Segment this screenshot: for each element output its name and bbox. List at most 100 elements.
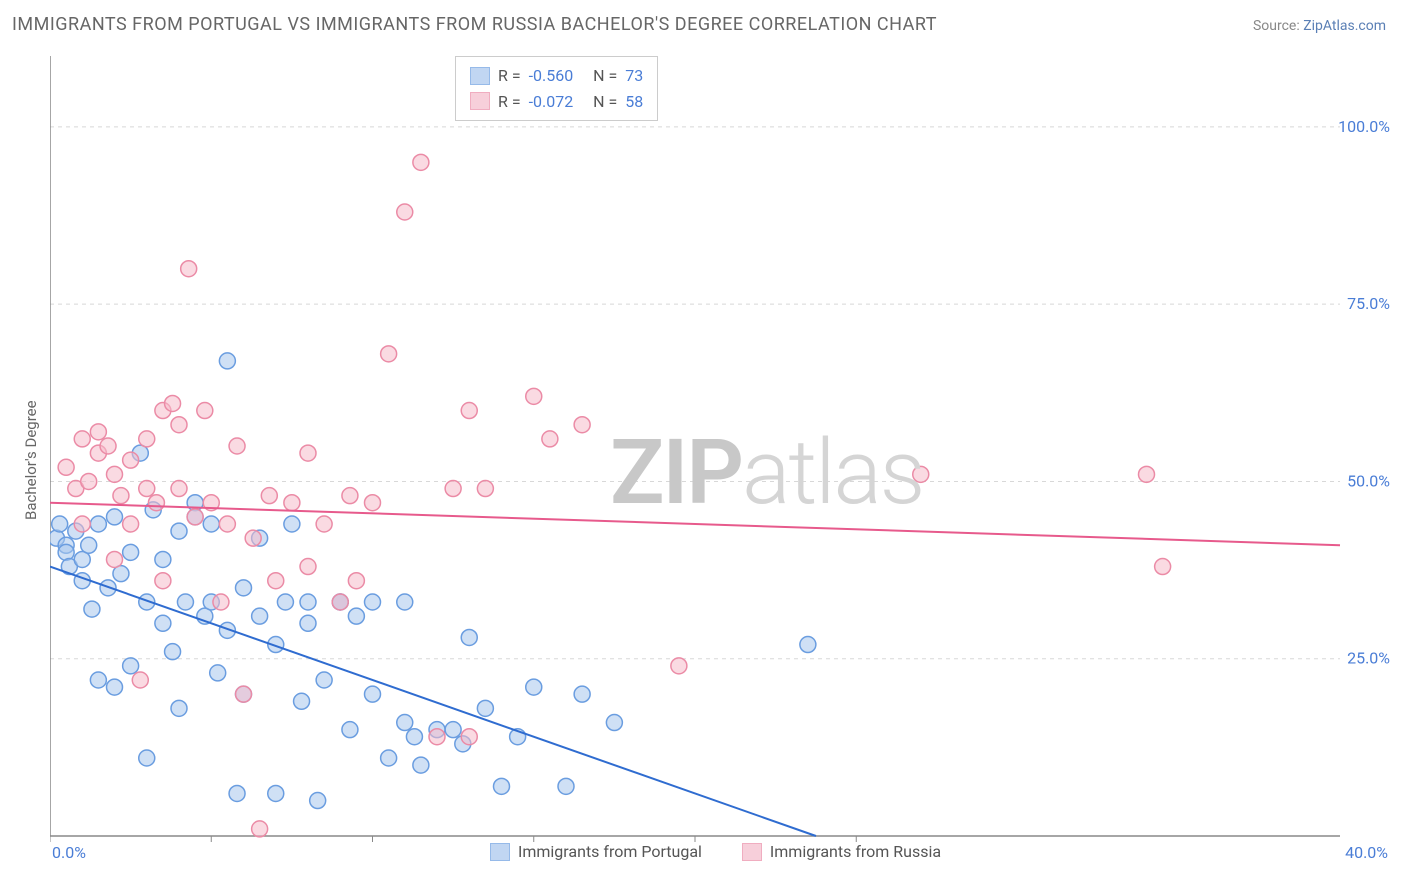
data-point: [300, 615, 316, 631]
y-axis-label: Bachelor's Degree: [22, 400, 40, 520]
data-point: [148, 495, 164, 511]
source-link[interactable]: ZipAtlas.com: [1303, 18, 1386, 34]
legend-r-label: R =: [498, 89, 521, 115]
data-point: [397, 204, 413, 220]
scatter-chart: 25.0%50.0%75.0%100.0%0.0%40.0%: [50, 50, 1390, 860]
data-point: [90, 516, 106, 532]
chart-title: IMMIGRANTS FROM PORTUGAL VS IMMIGRANTS F…: [12, 14, 937, 35]
data-point: [494, 778, 510, 794]
data-point: [171, 700, 187, 716]
data-point: [171, 481, 187, 497]
data-point: [213, 594, 229, 610]
data-point: [177, 594, 193, 610]
data-point: [203, 516, 219, 532]
data-point: [310, 793, 326, 809]
series-legend-item: Immigrants from Russia: [742, 842, 941, 861]
data-point: [558, 778, 574, 794]
x-start-label: 0.0%: [52, 843, 86, 860]
data-point: [187, 509, 203, 525]
legend-swatch: [470, 92, 490, 110]
series-legend-label: Immigrants from Portugal: [518, 842, 702, 861]
data-point: [58, 459, 74, 475]
data-point: [132, 672, 148, 688]
data-point: [90, 672, 106, 688]
data-point: [542, 431, 558, 447]
data-point: [100, 438, 116, 454]
legend-n-label: N =: [581, 89, 617, 115]
data-point: [123, 544, 139, 560]
data-point: [81, 473, 97, 489]
data-point: [365, 495, 381, 511]
data-point: [84, 601, 100, 617]
data-point: [477, 700, 493, 716]
data-point: [90, 424, 106, 440]
data-point: [139, 750, 155, 766]
data-point: [413, 757, 429, 773]
data-point: [397, 715, 413, 731]
data-point: [574, 417, 590, 433]
data-point: [477, 481, 493, 497]
data-point: [300, 594, 316, 610]
data-point: [252, 821, 268, 837]
data-point: [107, 466, 123, 482]
data-point: [461, 729, 477, 745]
legend-r-value: -0.072: [529, 89, 574, 115]
data-point: [429, 729, 445, 745]
legend-row: R = -0.072 N = 58: [470, 89, 643, 115]
data-point: [74, 431, 90, 447]
data-point: [81, 537, 97, 553]
data-point: [236, 686, 252, 702]
data-point: [139, 431, 155, 447]
trend-line: [50, 503, 1340, 546]
data-point: [165, 395, 181, 411]
legend-swatch: [490, 843, 510, 861]
data-point: [245, 530, 261, 546]
data-point: [316, 672, 332, 688]
trend-line: [50, 567, 816, 836]
data-point: [284, 516, 300, 532]
data-point: [445, 722, 461, 738]
data-point: [342, 722, 358, 738]
data-point: [294, 693, 310, 709]
data-point: [406, 729, 422, 745]
data-point: [171, 523, 187, 539]
data-point: [348, 573, 364, 589]
data-point: [113, 488, 129, 504]
data-point: [277, 594, 293, 610]
data-point: [252, 608, 268, 624]
data-point: [1155, 559, 1171, 575]
data-point: [445, 481, 461, 497]
correlation-legend: R = -0.560 N = 73R = -0.072 N = 58: [455, 56, 658, 121]
data-point: [284, 495, 300, 511]
data-point: [236, 580, 252, 596]
data-point: [268, 573, 284, 589]
data-point: [107, 509, 123, 525]
data-point: [52, 516, 68, 532]
y-tick-label: 75.0%: [1347, 294, 1390, 313]
data-point: [197, 403, 213, 419]
data-point: [461, 403, 477, 419]
source-attribution: Source: ZipAtlas.com: [1253, 18, 1386, 34]
data-point: [574, 686, 590, 702]
data-point: [381, 346, 397, 362]
data-point: [800, 637, 816, 653]
data-point: [348, 608, 364, 624]
data-point: [123, 516, 139, 532]
data-point: [219, 516, 235, 532]
data-point: [606, 715, 622, 731]
data-point: [139, 481, 155, 497]
data-point: [123, 658, 139, 674]
data-point: [155, 573, 171, 589]
legend-n-value: 58: [625, 89, 643, 115]
legend-n-value: 73: [625, 63, 643, 89]
data-point: [342, 488, 358, 504]
y-tick-label: 25.0%: [1347, 649, 1390, 668]
data-point: [526, 679, 542, 695]
data-point: [107, 551, 123, 567]
data-point: [74, 516, 90, 532]
legend-n-label: N =: [581, 63, 617, 89]
data-point: [219, 353, 235, 369]
data-point: [155, 615, 171, 631]
series-legend: Immigrants from Portugal Immigrants from …: [490, 842, 941, 861]
data-point: [261, 488, 277, 504]
